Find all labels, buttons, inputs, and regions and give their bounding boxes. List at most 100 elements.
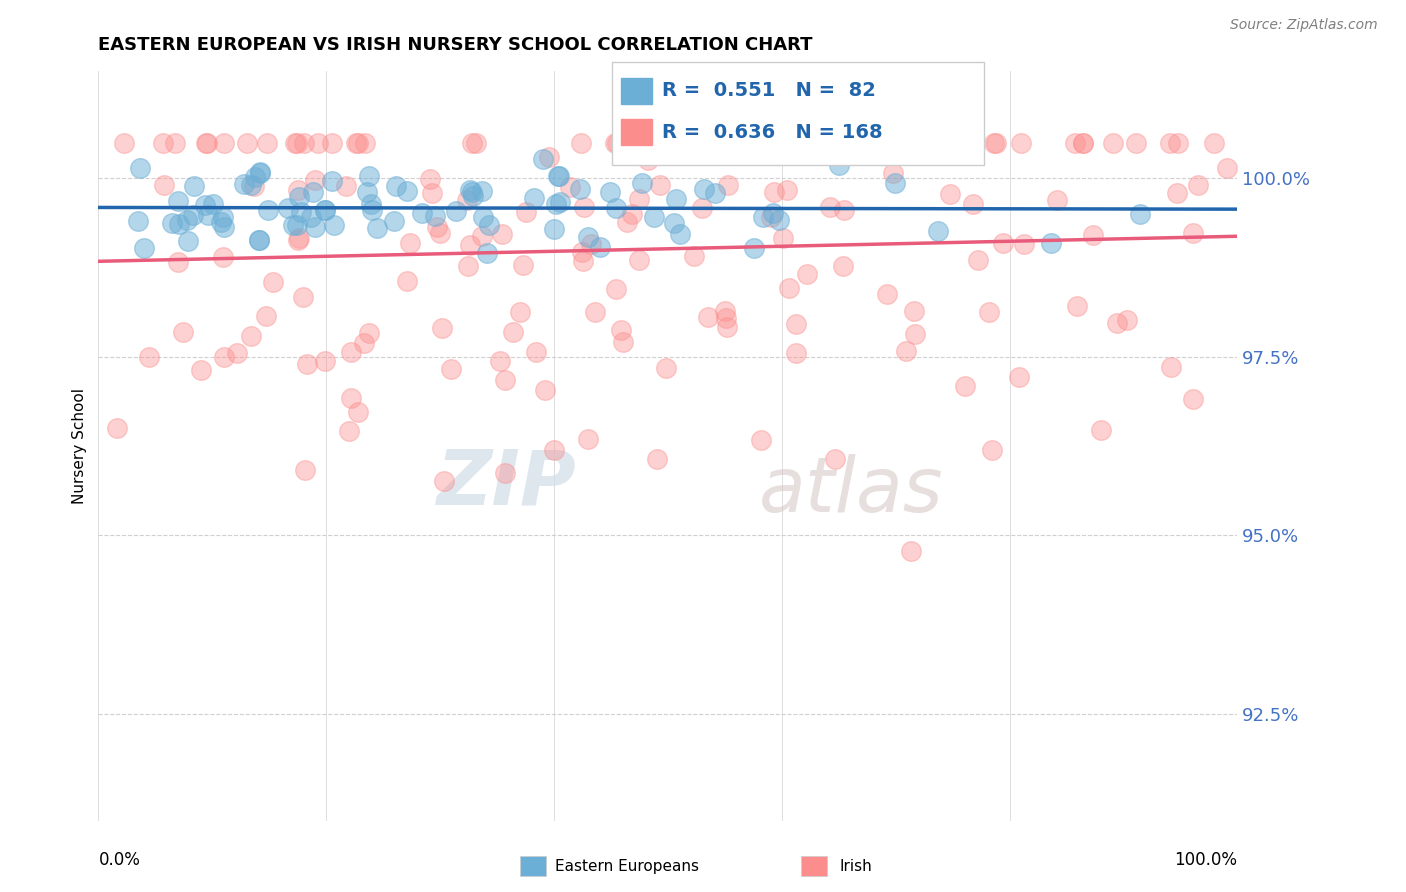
Point [955, 379, 977, 393]
Point [471, 211, 494, 225]
Point [356, 186, 378, 200]
Point [778, 281, 800, 295]
Point [398, 236, 420, 251]
Point [127, 214, 149, 228]
Point [981, 442, 1004, 457]
Point [984, 136, 1007, 150]
Point [628, 252, 651, 267]
Point [226, 346, 249, 360]
Point [361, 202, 384, 217]
Point [714, 310, 737, 325]
Point [1204, 136, 1226, 150]
Point [524, 345, 547, 359]
Point [523, 191, 546, 205]
Point [900, 543, 922, 558]
Point [882, 166, 904, 180]
Point [620, 207, 643, 221]
Point [737, 136, 759, 150]
Point [262, 275, 284, 289]
Point [152, 136, 174, 150]
Point [683, 248, 706, 262]
Point [896, 344, 918, 359]
Point [478, 218, 501, 232]
Point [547, 169, 569, 183]
Point [832, 259, 855, 273]
Point [287, 183, 309, 197]
Point [612, 334, 634, 349]
Point [1012, 237, 1035, 252]
Point [860, 136, 883, 150]
Point [796, 267, 818, 281]
Point [876, 286, 898, 301]
Point [456, 193, 478, 207]
Point [458, 183, 481, 197]
Point [249, 166, 271, 180]
Point [543, 222, 565, 236]
Point [138, 350, 160, 364]
Point [626, 136, 648, 150]
Point [1159, 136, 1181, 150]
Point [666, 136, 689, 150]
Point [502, 326, 524, 340]
Point [382, 214, 405, 228]
Point [512, 258, 534, 272]
Point [631, 176, 654, 190]
Point [160, 216, 183, 230]
Point [321, 173, 343, 187]
Point [1181, 226, 1204, 240]
Text: Source: ZipAtlas.com: Source: ZipAtlas.com [1230, 18, 1378, 32]
Point [285, 218, 308, 232]
Point [717, 178, 740, 192]
Point [962, 197, 984, 211]
Point [183, 178, 205, 193]
Point [538, 150, 561, 164]
Point [285, 136, 308, 150]
Point [299, 210, 322, 224]
Point [344, 136, 367, 150]
Point [751, 433, 773, 447]
Point [776, 184, 799, 198]
Point [212, 136, 235, 150]
Text: ZIP: ZIP [437, 447, 576, 520]
Point [321, 136, 343, 150]
Point [903, 303, 925, 318]
Point [314, 203, 336, 218]
Point [257, 202, 280, 217]
Point [772, 231, 794, 245]
Point [547, 169, 569, 184]
Point [655, 361, 678, 376]
Point [190, 363, 212, 377]
Point [851, 136, 873, 150]
Point [235, 136, 257, 150]
Point [824, 451, 846, 466]
Point [627, 192, 650, 206]
Point [177, 234, 200, 248]
Point [132, 241, 155, 255]
Point [688, 136, 710, 150]
Point [233, 178, 256, 192]
Point [991, 236, 1014, 251]
Text: Eastern Europeans: Eastern Europeans [555, 859, 699, 873]
Point [471, 184, 494, 198]
Point [475, 245, 498, 260]
Point [295, 357, 318, 371]
Point [643, 210, 665, 224]
Point [849, 136, 872, 150]
Point [195, 136, 218, 150]
Point [572, 201, 595, 215]
Text: R =  0.551   N =  82: R = 0.551 N = 82 [662, 81, 876, 101]
Point [290, 205, 312, 219]
Point [1116, 313, 1139, 327]
Point [304, 220, 326, 235]
Point [396, 184, 419, 198]
Point [662, 136, 685, 150]
Point [1090, 423, 1112, 437]
Point [1040, 235, 1063, 250]
Point [172, 325, 194, 339]
Point [249, 165, 271, 179]
Point [212, 250, 235, 264]
Point [569, 136, 592, 150]
Point [716, 319, 738, 334]
Point [346, 405, 368, 419]
Point [314, 353, 336, 368]
